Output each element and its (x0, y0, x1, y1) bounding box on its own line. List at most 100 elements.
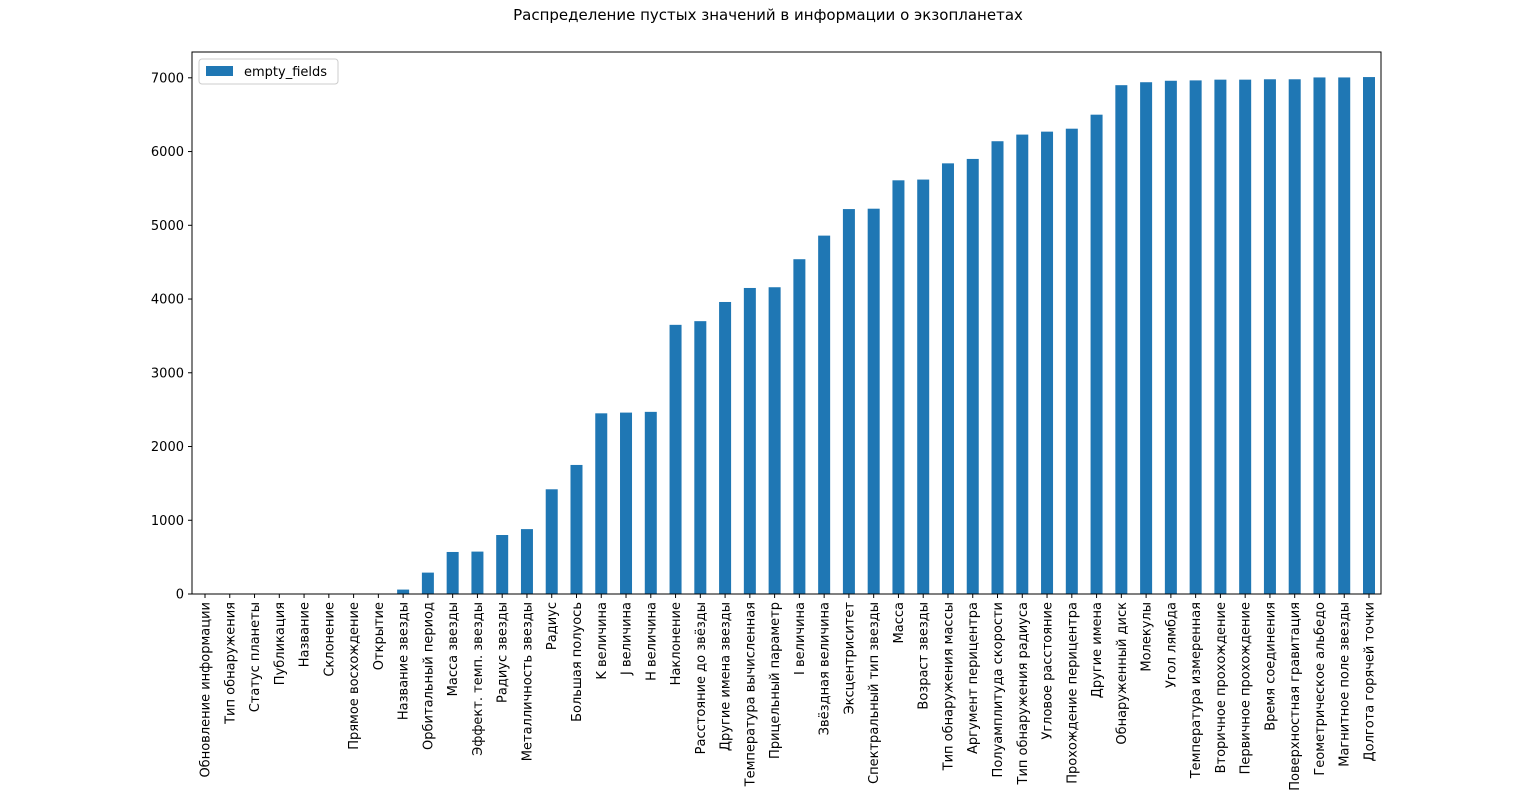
x-tick-label: Другие имена (1090, 602, 1105, 698)
x-tick-label: Склонение (322, 602, 337, 677)
x-tick-label: Радиус звезды (496, 602, 511, 703)
x-tick-label: H величина (644, 602, 659, 681)
y-tick-label: 4000 (151, 293, 184, 308)
x-tick-label: K величина (595, 602, 610, 680)
x-tick-label: Обнаруженный диск (1115, 602, 1130, 745)
bar (743, 287, 756, 594)
y-tick-label: 2000 (151, 440, 184, 455)
x-tick-label: Звёздная величина (818, 602, 833, 735)
y-tick-label: 0 (176, 588, 184, 603)
bars (322, 77, 1375, 595)
y-tick-label: 1000 (151, 514, 184, 529)
x-tick-label: Прицельный параметр (768, 602, 783, 759)
x-tick-label: Обновление информации (199, 602, 214, 778)
bar (520, 529, 533, 594)
x-tick-label: Другие имена звезды (719, 602, 734, 751)
bar (842, 209, 855, 594)
bar (1363, 77, 1375, 594)
bar (1115, 85, 1128, 595)
x-tick-label: Время соединения (1263, 602, 1278, 731)
bar (917, 179, 930, 594)
x-tick-label: Масса (892, 602, 907, 643)
x-tick-label: Масса звезды (446, 602, 461, 696)
x-tick-label: Вторичное прохождение (1214, 602, 1229, 773)
bar (818, 235, 831, 594)
legend-swatch (206, 66, 233, 76)
bar (1338, 77, 1351, 594)
x-tick-label: I величина (793, 602, 808, 675)
bar (570, 464, 583, 594)
bar (1214, 79, 1227, 594)
x-tick-label: Эффект. темп. звезды (471, 602, 486, 756)
x-tick-label: Орбитальный период (421, 602, 436, 750)
legend: empty_fields (198, 58, 339, 85)
x-tick-label: Радиус (545, 602, 560, 650)
bar (446, 551, 459, 594)
bar (867, 208, 880, 594)
y-tick-label: 5000 (151, 219, 184, 234)
chart-title: Распределение пустых значений в информац… (513, 6, 1023, 24)
bar (719, 301, 732, 594)
x-tick-label: Первичное прохождение (1239, 602, 1254, 774)
bar (991, 141, 1004, 595)
x-tick-label: Угол лямбда (1164, 602, 1179, 688)
bar (471, 551, 484, 594)
x-tick-label: Молекулы (1140, 602, 1155, 672)
plot-frame (191, 51, 1382, 595)
bar (941, 163, 954, 594)
x-tick-label: Наклонение (669, 602, 684, 685)
x-axis-ticks: Обновление информации Тип обнаружения Стат… (199, 594, 1378, 791)
bar (892, 180, 905, 594)
bar (1313, 77, 1326, 594)
legend-box (198, 58, 339, 85)
x-tick-label: Температура вычисленная (743, 602, 758, 787)
bar (1140, 82, 1153, 594)
x-tick-label: Угловое расстояние (1041, 602, 1056, 740)
x-tick-label: Расстояние до звёзды (694, 602, 709, 754)
bar (620, 412, 633, 594)
x-tick-label: Геометрическое альбедо (1313, 602, 1328, 776)
x-tick-label: Металличность звезды (520, 602, 535, 761)
x-tick-label: Эксцентриситет (842, 602, 857, 715)
y-tick-label: 3000 (151, 366, 184, 381)
x-tick-label: Название звезды (397, 602, 412, 720)
bar (421, 572, 434, 594)
bar (669, 324, 682, 594)
x-tick-label: Тип обнаружения (223, 602, 238, 725)
x-tick-label: Тип обнаружения массы (941, 602, 956, 771)
y-tick-label: 6000 (151, 145, 184, 160)
x-tick-label: Название (298, 602, 313, 667)
x-tick-label: Температура измеренная (1189, 602, 1204, 779)
bar (768, 287, 781, 594)
bar (1164, 80, 1177, 594)
bar (1288, 79, 1301, 594)
bar (1041, 131, 1054, 594)
x-tick-label: Статус планеты (248, 602, 263, 712)
x-tick-label: Спектральный тип звезды (867, 602, 882, 784)
bar (1189, 80, 1202, 594)
bar (1263, 79, 1276, 594)
bar (496, 535, 509, 594)
x-tick-label: Полуамплитуда скорости (991, 602, 1006, 777)
legend-label: empty_fields (244, 65, 327, 80)
y-axis-ticks: 0 1000 2000 3000 4000 5000 6000 7000 (151, 71, 192, 603)
bar (694, 321, 707, 594)
x-tick-label: Возраст звезды (917, 602, 932, 710)
x-tick-label: Тип обнаружения радиуса (1016, 602, 1031, 785)
bar (793, 259, 806, 594)
x-tick-label: Прохождение перицентра (1065, 602, 1080, 784)
x-tick-label: Аргумент перицентра (966, 602, 981, 754)
x-tick-label: Открытие (372, 602, 387, 670)
bar (545, 489, 558, 594)
bar (1090, 114, 1103, 595)
x-tick-label: Большая полуось (570, 602, 585, 722)
bar (966, 158, 979, 594)
y-tick-label: 7000 (151, 71, 184, 86)
bar (644, 411, 657, 594)
x-tick-label: Поверхностная гравитация (1288, 602, 1303, 791)
x-tick-label: J величина (620, 602, 635, 676)
bar (1016, 134, 1029, 594)
x-tick-label: Прямое восхождение (347, 602, 362, 750)
x-tick-label: Долгота горячей точки (1363, 602, 1378, 762)
